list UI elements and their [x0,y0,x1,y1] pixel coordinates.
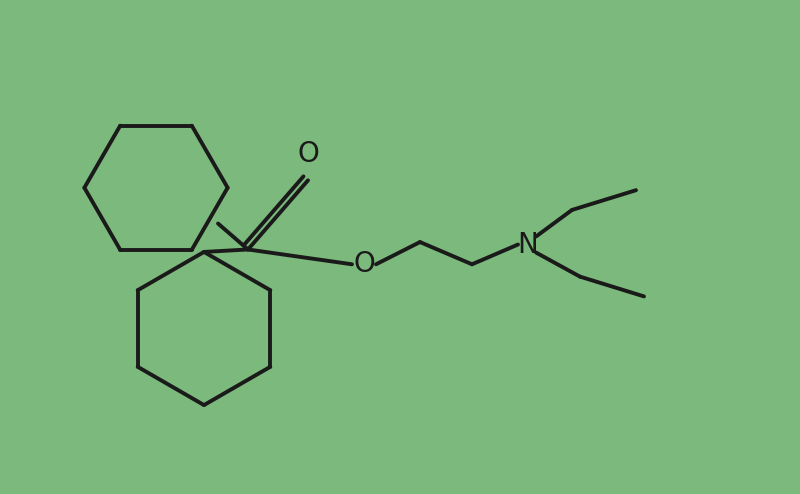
Text: O: O [353,250,375,278]
Text: O: O [297,140,319,168]
Text: N: N [518,231,538,258]
